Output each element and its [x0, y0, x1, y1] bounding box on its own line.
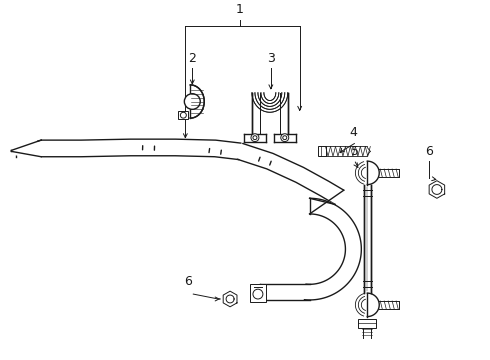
- Text: 6: 6: [425, 145, 433, 158]
- Text: 6: 6: [184, 275, 192, 288]
- Polygon shape: [11, 140, 36, 157]
- FancyBboxPatch shape: [178, 111, 188, 119]
- Circle shape: [184, 94, 200, 109]
- Polygon shape: [190, 85, 204, 118]
- Circle shape: [283, 136, 287, 140]
- Polygon shape: [364, 185, 371, 293]
- Text: 3: 3: [267, 52, 275, 66]
- Circle shape: [180, 112, 186, 118]
- Polygon shape: [253, 93, 287, 134]
- Bar: [318, 147, 325, 156]
- Polygon shape: [429, 181, 444, 198]
- Polygon shape: [310, 198, 361, 300]
- Polygon shape: [223, 291, 237, 307]
- Text: 5: 5: [351, 145, 359, 158]
- Circle shape: [281, 134, 289, 141]
- Text: 1: 1: [236, 4, 244, 17]
- FancyBboxPatch shape: [250, 284, 266, 302]
- Text: 4: 4: [349, 126, 357, 139]
- Circle shape: [253, 136, 257, 140]
- Bar: [358, 319, 376, 328]
- Circle shape: [251, 134, 259, 141]
- Text: 2: 2: [188, 52, 196, 66]
- Circle shape: [253, 289, 263, 299]
